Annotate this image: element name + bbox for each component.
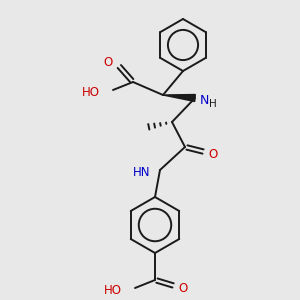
Text: O: O — [208, 148, 217, 160]
Polygon shape — [163, 94, 195, 101]
Text: H: H — [209, 99, 217, 109]
Text: HO: HO — [104, 284, 122, 298]
Text: N: N — [199, 94, 209, 106]
Text: O: O — [103, 56, 112, 70]
Text: HO: HO — [82, 86, 100, 100]
Text: HN: HN — [133, 166, 150, 178]
Text: O: O — [178, 283, 188, 296]
